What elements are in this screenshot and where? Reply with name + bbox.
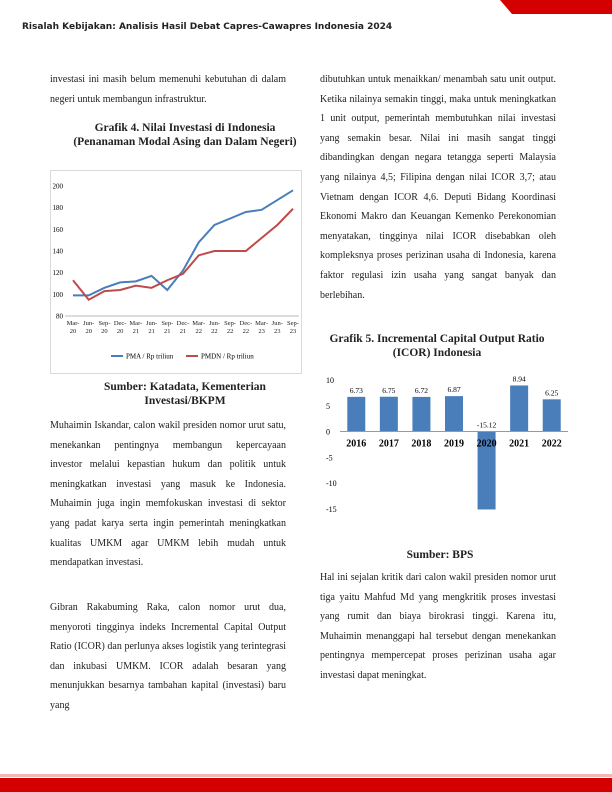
x-tick-label: 2016 bbox=[346, 439, 366, 450]
y-tick-label: 140 bbox=[53, 248, 64, 256]
y-tick-label: -5 bbox=[326, 453, 333, 462]
y-tick-label: 120 bbox=[53, 269, 64, 277]
x-tick-label: Jun-22 bbox=[208, 320, 221, 335]
chart-source: Sumber: BPS bbox=[406, 549, 474, 561]
bar bbox=[412, 396, 431, 432]
x-tick-label: Jun-21 bbox=[145, 320, 158, 335]
paragraph: Hal ini sejalan kritik dari calon wakil … bbox=[320, 572, 556, 681]
x-tick-label: 2018 bbox=[411, 439, 431, 450]
paragraph: Gibran Rakabuming Raka, calon nomor urut… bbox=[50, 602, 286, 711]
header-title: Risalah Kebijakan: Analisis Hasil Debat … bbox=[22, 22, 393, 32]
chart-source: Sumber: Katadata, Kementerian Investasi/… bbox=[104, 381, 266, 407]
y-tick-label: 10 bbox=[326, 376, 334, 385]
value-label: 6.72 bbox=[415, 386, 428, 395]
y-tick-label: 5 bbox=[326, 402, 330, 411]
x-tick-label: 2021 bbox=[509, 439, 529, 450]
value-label: 6.75 bbox=[382, 386, 395, 395]
plot: -15 -10 -5 0 5 10 6.73 2016 6.75 2017 6.72 2018 6.87… bbox=[326, 374, 568, 514]
line bbox=[72, 208, 294, 302]
value-label: 6.87 bbox=[447, 385, 460, 394]
y-tick-label: 200 bbox=[53, 183, 64, 191]
x-tick-label: 2019 bbox=[444, 439, 464, 450]
bar bbox=[477, 431, 496, 510]
chart: 80 100 120 140 160 180 200 PMA / Rp triliun PMDN… bbox=[50, 170, 302, 374]
y-tick-label: 180 bbox=[53, 204, 64, 212]
x-tick-label: 2022 bbox=[542, 439, 562, 450]
bar bbox=[542, 399, 561, 432]
y-tick-label: 80 bbox=[56, 313, 64, 321]
y-tick-label: 160 bbox=[53, 226, 64, 234]
y-tick-label: 0 bbox=[326, 428, 330, 437]
value-label: -15.12 bbox=[477, 421, 497, 430]
x-tick-label: Sep-22 bbox=[224, 320, 237, 335]
value-label: 6.73 bbox=[350, 386, 363, 395]
x-tick-label: Sep-23 bbox=[287, 320, 299, 335]
x-tick-label: Mar-22 bbox=[192, 320, 206, 335]
x-tick-label: Mar-20 bbox=[66, 320, 80, 335]
x-tick-label: 2020 bbox=[477, 439, 497, 450]
value-label: 6.25 bbox=[545, 388, 558, 397]
chart-title: Grafik 4. Nilai Investasi di Indonesia (… bbox=[73, 122, 297, 148]
plot: 80 100 120 140 160 180 200 PMA / Rp triliun PMDN… bbox=[53, 183, 299, 361]
legend-label: PMDN / Rp triliun bbox=[201, 353, 254, 361]
x-tick-label: Dec-22 bbox=[239, 320, 253, 335]
x-tick-label: Jun-20 bbox=[83, 320, 95, 335]
x-tick-label: Mar-21 bbox=[129, 320, 143, 335]
chart-title: Grafik 5. Incremental Capital Output Rat… bbox=[329, 333, 545, 359]
value-label: 8.94 bbox=[513, 374, 526, 383]
bar bbox=[510, 385, 529, 432]
paragraph: Muhaimin Iskandar, calon wakil presiden … bbox=[50, 420, 286, 569]
x-tick-label: Jun-23 bbox=[271, 320, 283, 335]
x-tick-label: 2017 bbox=[379, 439, 399, 450]
chart: -15 -10 -5 0 5 10 6.73 2016 6.75 2017 6.72 2018 6.87… bbox=[318, 368, 573, 543]
paragraph: dibutuhkan untuk menaikkan/ menambah sat… bbox=[320, 74, 556, 301]
y-tick-label: 100 bbox=[53, 291, 64, 299]
bar bbox=[445, 396, 463, 432]
x-tick-label: Dec-21 bbox=[176, 320, 190, 335]
y-tick-label: -10 bbox=[326, 479, 337, 488]
x-tick-label: Sep-21 bbox=[161, 320, 174, 335]
x-tick-label: Dec-20 bbox=[113, 320, 127, 335]
bar bbox=[347, 396, 366, 432]
x-tick-label: Mar-23 bbox=[255, 320, 268, 335]
paragraph: investasi ini masih belum memenuhi kebut… bbox=[50, 74, 286, 105]
x-tick-label: Sep-20 bbox=[98, 320, 111, 335]
legend-label: PMA / Rp triliun bbox=[126, 353, 174, 361]
line bbox=[73, 189, 294, 297]
bar bbox=[379, 396, 398, 432]
y-tick-label: -15 bbox=[326, 505, 337, 514]
